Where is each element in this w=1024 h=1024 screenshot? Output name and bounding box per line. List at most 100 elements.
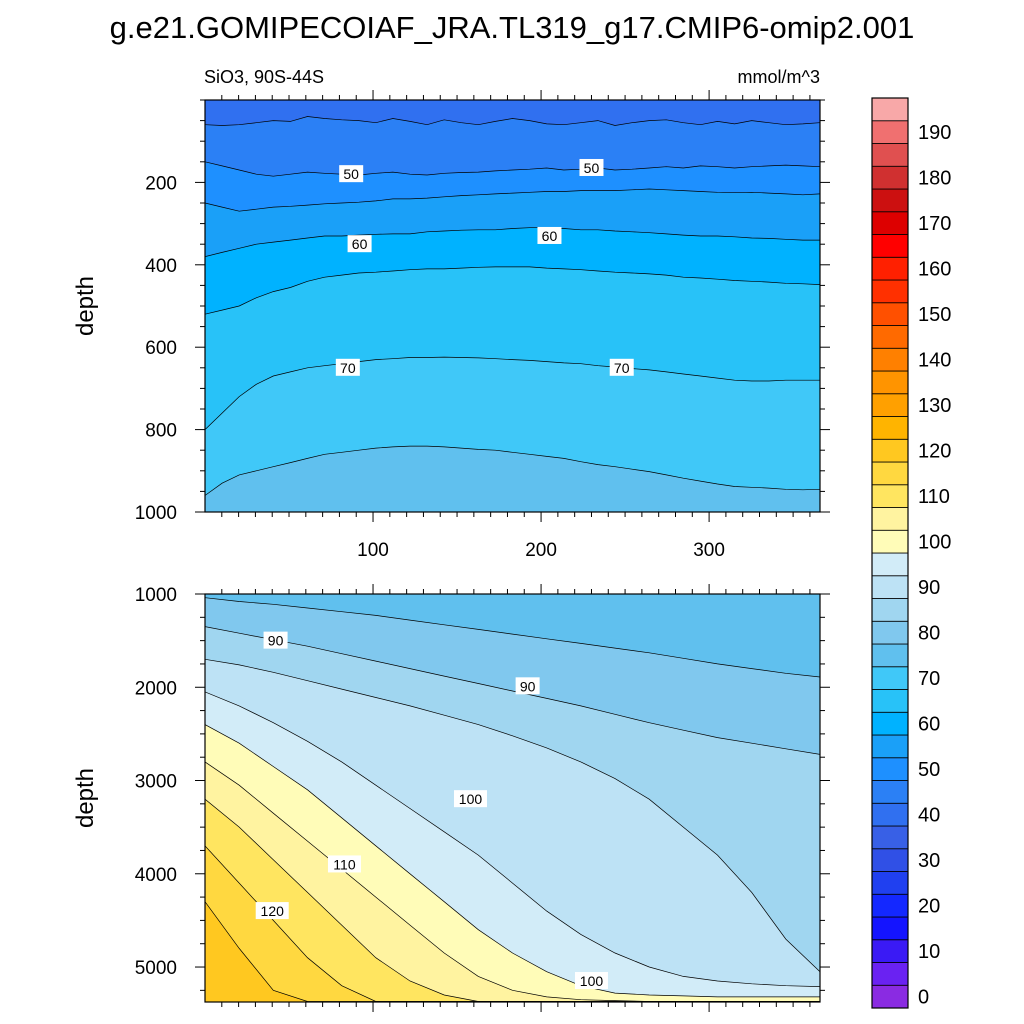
colorbar-swatch <box>871 871 909 895</box>
upper-contour-line-45 <box>205 116 820 126</box>
colorbar-swatch <box>871 689 909 713</box>
contour-label: 100 <box>453 790 487 808</box>
colorbar-swatch <box>871 598 909 622</box>
upper-contour-line-50 <box>205 161 820 177</box>
colorbar-tick-label: 130 <box>918 395 951 417</box>
contour-label: 60 <box>347 235 372 253</box>
colorbar-swatch <box>871 620 909 645</box>
colorbar-swatch <box>871 143 909 167</box>
svg-text:60: 60 <box>352 236 368 252</box>
svg-text:60: 60 <box>542 228 558 244</box>
colorbar-tick-label: 180 <box>918 168 951 190</box>
units-string: mmol/m^3 <box>738 67 820 87</box>
colorbar-tick-label: 60 <box>918 714 940 736</box>
lower-band-120 <box>205 901 820 1002</box>
svg-text:50: 50 <box>584 160 600 176</box>
svg-text:90: 90 <box>268 633 284 649</box>
contour-label: 110 <box>327 855 361 873</box>
svg-text:70: 70 <box>340 360 356 376</box>
contour-label: 50 <box>339 165 364 183</box>
x-tick-label: 100 <box>357 540 389 561</box>
y-tick-label: 2000 <box>135 678 177 699</box>
upper-panel: 100 200 300 200 400 600 800 1000 depth 50 50 60 60 70… <box>72 90 830 561</box>
svg-text:100: 100 <box>459 791 483 807</box>
upper-contour-line-55 <box>205 188 820 212</box>
colorbar-swatch <box>871 939 909 963</box>
svg-text:50: 50 <box>343 166 359 182</box>
colorbar-tick-label: 140 <box>918 350 951 372</box>
colorbar-tick-label: 190 <box>918 122 951 144</box>
colorbar-swatch <box>871 552 909 577</box>
colorbar-swatch <box>871 962 909 986</box>
colorbar-swatch <box>871 984 909 1009</box>
colorbar-swatch <box>871 188 909 213</box>
colorbar-tick-label: 160 <box>918 259 951 281</box>
y-tick-label: 1000 <box>135 503 177 524</box>
colorbar-tick-label: 20 <box>918 896 940 918</box>
colorbar: 0 10 20 30 40 50 60 70 80 90 100 110 120 130 140 150 160… <box>871 97 951 1009</box>
colorbar-tick-label: 150 <box>918 304 951 326</box>
svg-text:100: 100 <box>580 973 604 989</box>
svg-text:110: 110 <box>333 856 356 872</box>
colorbar-swatch <box>871 484 909 508</box>
colorbar-tick-label: 90 <box>918 577 940 599</box>
y-axis-label: depth <box>72 276 99 336</box>
colorbar-tick-label: 0 <box>918 987 929 1009</box>
svg-text:120: 120 <box>261 903 285 919</box>
upper-contour-line-60 <box>205 227 820 257</box>
colorbar-swatch <box>871 302 909 326</box>
colorbar-swatch <box>871 438 909 463</box>
colorbar-swatch <box>871 211 909 235</box>
contour-label: 60 <box>537 226 562 244</box>
left-string: SiO3, 90S-44S <box>204 67 324 87</box>
colorbar-tick-label: 40 <box>918 805 940 827</box>
colorbar-swatch <box>871 575 909 599</box>
contour-label: 90 <box>263 631 288 649</box>
x-tick-label: 300 <box>693 540 725 561</box>
contour-label: 100 <box>574 972 608 990</box>
colorbar-swatch <box>871 825 909 850</box>
y-tick-label: 5000 <box>135 958 177 979</box>
colorbar-swatch <box>871 461 909 486</box>
upper-contour-line-75 <box>205 445 820 496</box>
colorbar-swatch <box>871 643 909 668</box>
lower-contour-line-95 <box>205 691 820 987</box>
lower-frame <box>204 593 821 1003</box>
colorbar-swatch <box>871 666 909 690</box>
colorbar-swatch <box>871 893 909 918</box>
colorbar-swatch <box>871 529 909 554</box>
lower-contour-line-100 <box>205 724 820 998</box>
lower-panel: 1000 2000 3000 4000 5000 depth 90 90 100 110 120 10… <box>72 584 830 1012</box>
colorbar-swatch <box>871 325 909 349</box>
colorbar-tick-label: 10 <box>918 941 940 963</box>
colorbar-swatch <box>871 97 909 122</box>
colorbar-tick-label: 80 <box>918 623 940 645</box>
chart-title: g.e21.GOMIPECOIAF_JRA.TL319_g17.CMIP6-om… <box>110 10 915 45</box>
y-tick-label: 1000 <box>135 585 177 606</box>
colorbar-tick-label: 30 <box>918 850 940 872</box>
colorbar-swatch <box>871 711 909 736</box>
colorbar-swatch <box>871 256 909 281</box>
upper-band-75 <box>205 446 820 512</box>
svg-text:70: 70 <box>614 360 630 376</box>
colorbar-swatch <box>871 848 909 872</box>
contour-label: 50 <box>579 158 604 176</box>
colorbar-swatch <box>871 165 909 190</box>
contour-label: 120 <box>255 902 289 920</box>
colorbar-tick-label: 50 <box>918 759 940 781</box>
y-tick-label: 4000 <box>135 865 177 886</box>
y-tick-label: 400 <box>145 256 177 277</box>
colorbar-swatch <box>871 416 909 440</box>
colorbar-tick-label: 170 <box>918 213 951 235</box>
colorbar-swatch <box>871 370 909 395</box>
contour-label: 70 <box>335 358 360 376</box>
y-axis-label: depth <box>72 768 99 828</box>
y-tick-label: 600 <box>145 338 177 359</box>
colorbar-swatch <box>871 120 909 144</box>
colorbar-tick-label: 100 <box>918 532 951 554</box>
colorbar-swatch <box>871 757 909 781</box>
colorbar-swatch <box>871 802 909 827</box>
upper-contour-line-65 <box>205 266 820 315</box>
colorbar-swatch <box>871 507 909 531</box>
